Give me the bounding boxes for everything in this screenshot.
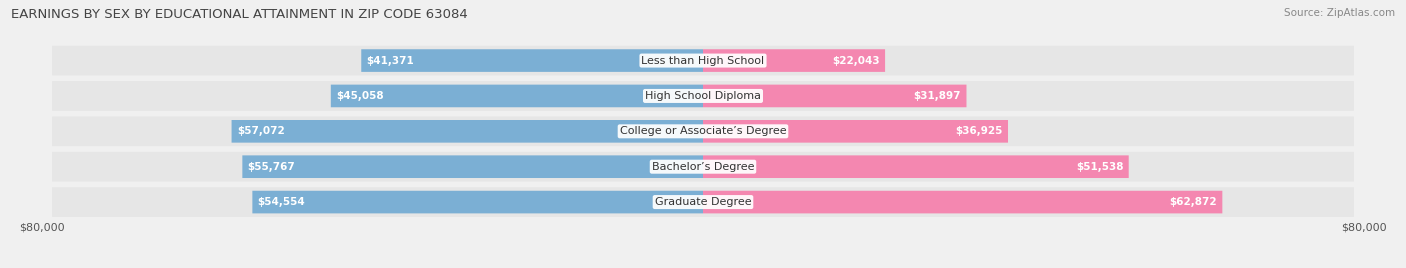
Text: $54,554: $54,554	[257, 197, 305, 207]
Text: Bachelor’s Degree: Bachelor’s Degree	[652, 162, 754, 172]
FancyBboxPatch shape	[703, 49, 886, 72]
Text: $57,072: $57,072	[236, 126, 284, 136]
FancyBboxPatch shape	[703, 85, 966, 107]
FancyBboxPatch shape	[52, 117, 1354, 146]
FancyBboxPatch shape	[242, 155, 703, 178]
FancyBboxPatch shape	[52, 152, 1354, 181]
Text: $41,371: $41,371	[367, 55, 415, 66]
FancyBboxPatch shape	[703, 155, 1129, 178]
FancyBboxPatch shape	[52, 46, 1354, 75]
FancyBboxPatch shape	[52, 81, 1354, 111]
Text: EARNINGS BY SEX BY EDUCATIONAL ATTAINMENT IN ZIP CODE 63084: EARNINGS BY SEX BY EDUCATIONAL ATTAINMEN…	[11, 8, 468, 21]
Text: College or Associate’s Degree: College or Associate’s Degree	[620, 126, 786, 136]
Text: $31,897: $31,897	[914, 91, 962, 101]
Text: Graduate Degree: Graduate Degree	[655, 197, 751, 207]
FancyBboxPatch shape	[232, 120, 703, 143]
FancyBboxPatch shape	[330, 85, 703, 107]
FancyBboxPatch shape	[703, 191, 1222, 213]
Text: $55,767: $55,767	[247, 162, 295, 172]
Text: $62,872: $62,872	[1170, 197, 1218, 207]
Text: $36,925: $36,925	[955, 126, 1002, 136]
Text: Source: ZipAtlas.com: Source: ZipAtlas.com	[1284, 8, 1395, 18]
FancyBboxPatch shape	[52, 187, 1354, 217]
FancyBboxPatch shape	[252, 191, 703, 213]
Text: $45,058: $45,058	[336, 91, 384, 101]
FancyBboxPatch shape	[703, 120, 1008, 143]
Text: Less than High School: Less than High School	[641, 55, 765, 66]
Text: $51,538: $51,538	[1076, 162, 1123, 172]
FancyBboxPatch shape	[361, 49, 703, 72]
Text: High School Diploma: High School Diploma	[645, 91, 761, 101]
Text: $22,043: $22,043	[832, 55, 880, 66]
